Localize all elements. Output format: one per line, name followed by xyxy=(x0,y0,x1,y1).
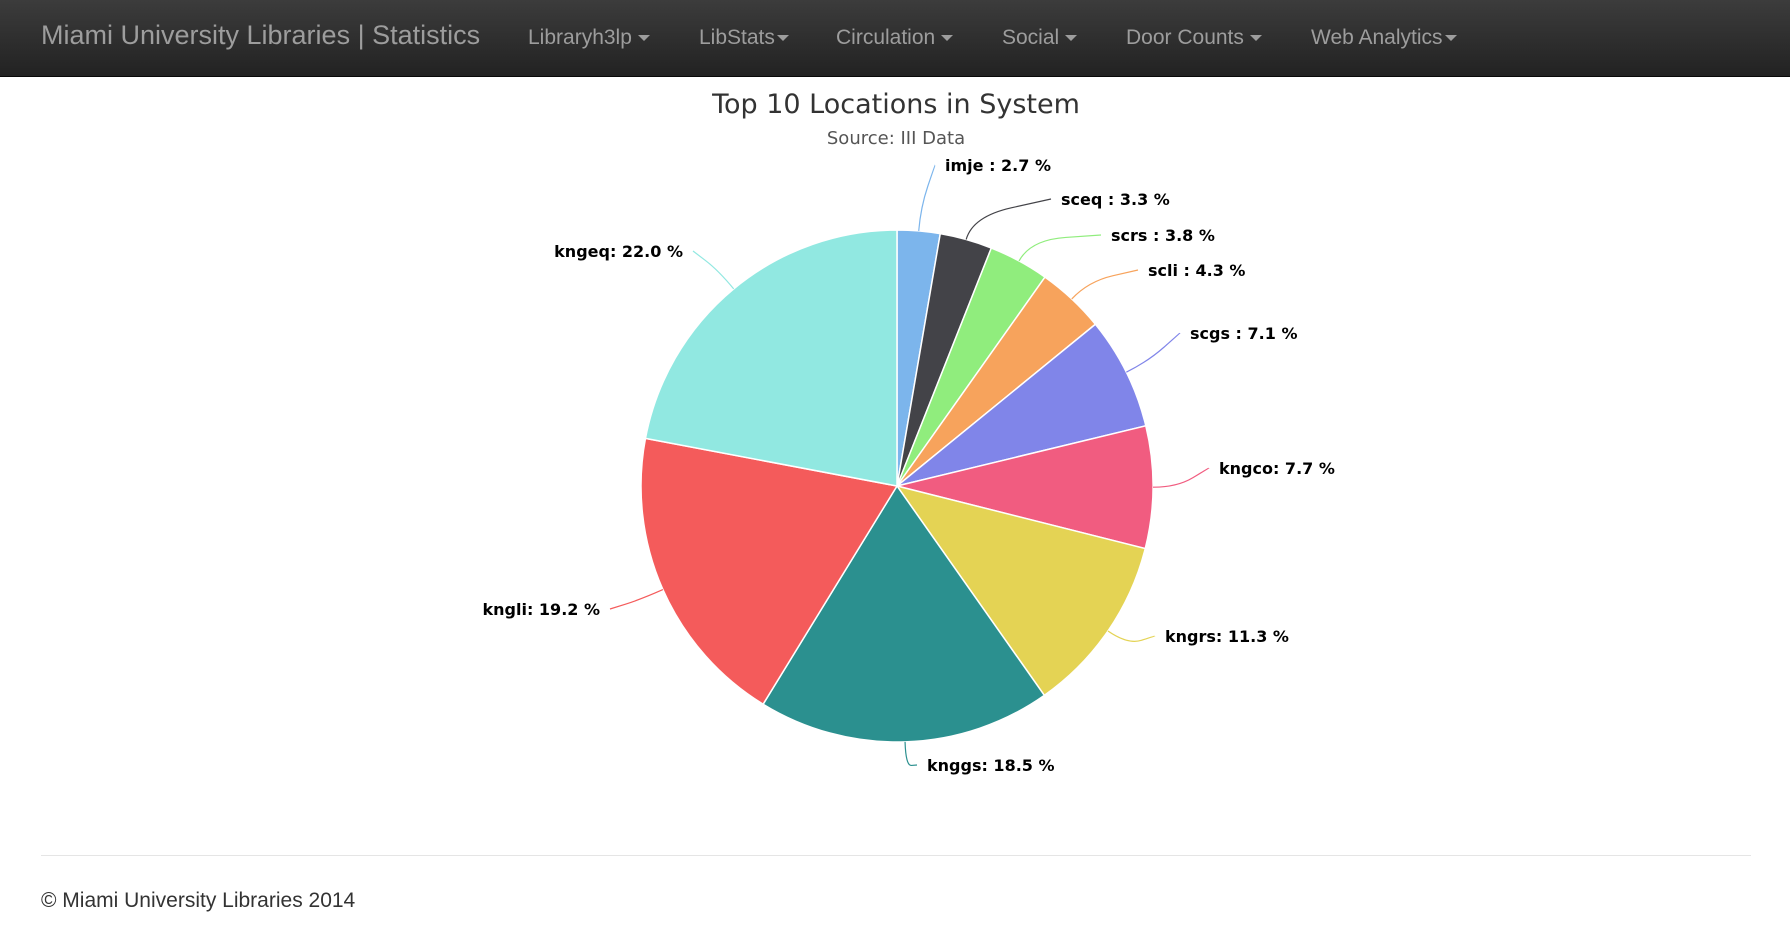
nav-item-door-counts[interactable]: Door Counts xyxy=(1126,26,1262,50)
data-label-imje: imje : 2.7 % xyxy=(945,156,1051,175)
navbar: Miami University Libraries | Statistics … xyxy=(0,0,1790,77)
data-label-kngco: kngco: 7.7 % xyxy=(1219,459,1335,478)
data-label-sceq: sceq : 3.3 % xyxy=(1061,190,1170,209)
connector-sceq xyxy=(965,198,1052,240)
pie-connectors xyxy=(609,164,1210,767)
caret-down-icon xyxy=(776,35,789,42)
nav-item-libstats[interactable]: LibStats xyxy=(699,26,789,50)
data-label-kngeq: kngeq: 22.0 % xyxy=(554,242,683,261)
caret-down-icon xyxy=(1444,35,1457,42)
footer-divider xyxy=(41,855,1751,856)
caret-down-icon xyxy=(941,35,954,42)
pie-chart: Top 10 Locations in System Source: III D… xyxy=(483,89,1335,775)
connector-imje xyxy=(918,164,936,231)
nav-item-libraryh3lp[interactable]: Libraryh3lp xyxy=(528,26,650,50)
nav-item-label: Web Analytics xyxy=(1311,26,1443,49)
pie-slice-scgs[interactable] xyxy=(896,323,1147,487)
nav-item-circulation[interactable]: Circulation xyxy=(836,26,954,50)
connector-scrs xyxy=(1018,234,1102,262)
nav-item-label: Libraryh3lp xyxy=(528,26,632,49)
pie-slice-kngeq[interactable] xyxy=(644,229,898,487)
chart-subtitle: Source: III Data xyxy=(827,128,965,149)
nav-item-web-analytics[interactable]: Web Analytics xyxy=(1311,26,1457,50)
chart-title: Top 10 Locations in System xyxy=(711,89,1080,120)
caret-down-icon xyxy=(637,35,650,42)
connector-scli xyxy=(1071,269,1139,300)
data-label-scgs: scgs : 7.1 % xyxy=(1190,324,1297,343)
pie-slices xyxy=(640,229,1154,743)
data-label-scrs: scrs : 3.8 % xyxy=(1111,226,1215,245)
data-label-knggs: knggs: 18.5 % xyxy=(927,756,1055,775)
connector-kngli xyxy=(609,589,664,610)
data-label-kngli: kngli: 19.2 % xyxy=(483,600,601,619)
connector-scgs xyxy=(1126,332,1181,373)
connector-kngrs xyxy=(1107,630,1156,642)
caret-down-icon xyxy=(1065,35,1078,42)
pie-slice-knggs[interactable] xyxy=(762,484,1046,743)
nav-item-label: Circulation xyxy=(836,26,936,49)
data-label-scli: scli : 4.3 % xyxy=(1148,261,1245,280)
footer-copyright: © Miami University Libraries 2014 xyxy=(41,889,356,912)
connector-kngco xyxy=(1152,467,1210,488)
nav-item-label: Social xyxy=(1002,26,1060,49)
pie-labels: imje : 2.7 % sceq : 3.3 % scrs : 3.8 % scli… xyxy=(483,156,1335,775)
nav-item-social[interactable]: Social xyxy=(1002,26,1078,50)
nav-item-label: LibStats xyxy=(699,26,775,49)
data-label-kngrs: kngrs: 11.3 % xyxy=(1165,627,1289,646)
nav-item-label: Door Counts xyxy=(1126,26,1244,49)
navbar-brand[interactable]: Miami University Libraries | Statistics xyxy=(41,20,481,50)
caret-down-icon xyxy=(1249,35,1262,42)
connector-knggs xyxy=(904,741,918,767)
connector-kngeq xyxy=(692,250,735,290)
